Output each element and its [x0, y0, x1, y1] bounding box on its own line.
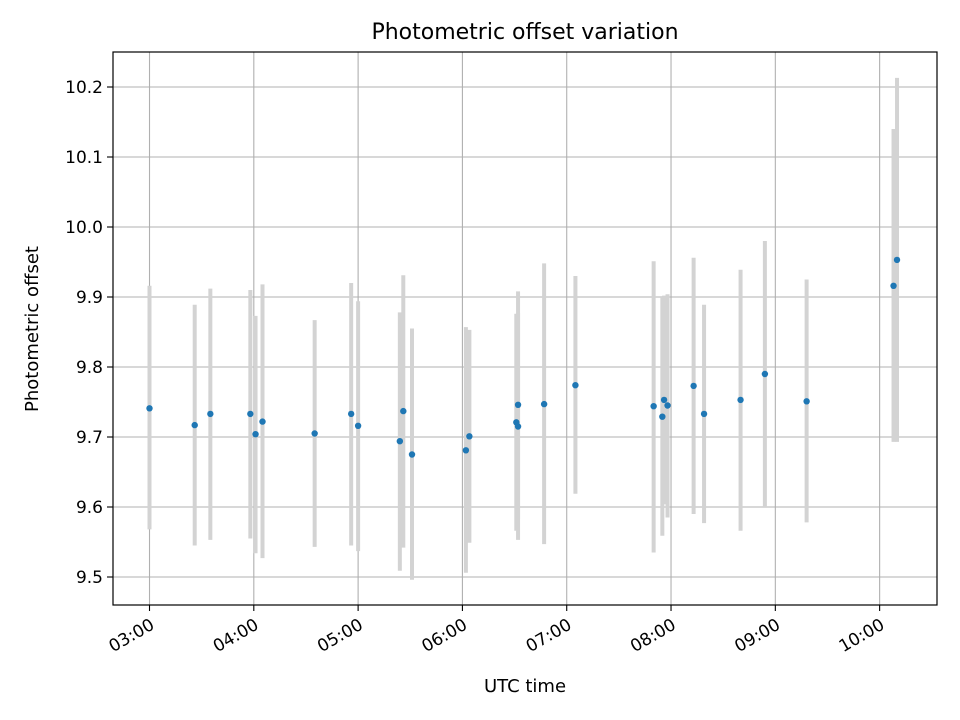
data-point [893, 256, 901, 264]
y-tick-label: 9.7 [76, 428, 103, 448]
data-point [737, 396, 744, 404]
data-point [466, 433, 473, 440]
y-tick-label: 10.2 [65, 78, 103, 98]
data-point [650, 403, 657, 410]
y-tick-label: 9.5 [76, 568, 103, 588]
data-point [311, 430, 318, 437]
data-point [408, 451, 416, 458]
data-point [690, 382, 697, 390]
y-axis-label: Photometric offset [22, 246, 43, 412]
data-point [890, 282, 897, 289]
data-point [259, 418, 266, 425]
data-point [207, 410, 214, 418]
y-tick-label: 10.1 [65, 148, 103, 168]
x-tick-label: 05:00 [314, 615, 366, 657]
x-axis-label: UTC time [484, 676, 566, 697]
data-point [514, 423, 522, 430]
y-tick-label: 9.9 [76, 288, 103, 308]
y-tick-label: 9.8 [76, 358, 103, 378]
x-tick-label: 06:00 [418, 615, 470, 657]
x-tick-label: 03:00 [106, 615, 158, 657]
x-tick-label: 04:00 [210, 615, 262, 657]
data-point [462, 447, 470, 454]
data-point [572, 382, 579, 389]
data-point [146, 405, 153, 412]
data-point [247, 410, 254, 418]
data-point [700, 410, 708, 418]
data-point [761, 370, 769, 378]
errorbar-layer [147, 77, 900, 580]
grid-layer [113, 52, 937, 605]
y-tick-label: 10.0 [65, 218, 103, 238]
data-point [660, 396, 668, 404]
data-point [252, 431, 259, 438]
x-tick-label: 10:00 [836, 615, 888, 657]
x-ticks: 03:00 04:00 05:00 06:00 07:00 08:00 09:00 10:00 [106, 605, 888, 657]
x-tick-label: 07:00 [523, 615, 575, 657]
data-point [664, 402, 671, 409]
data-point [514, 401, 522, 408]
chart-title: Photometric offset variation [371, 20, 678, 45]
data-point [540, 400, 548, 408]
x-tick-label: 08:00 [627, 615, 679, 657]
x-tick-label: 09:00 [731, 615, 783, 657]
data-point [347, 410, 355, 418]
data-point [191, 421, 198, 429]
y-tick-label: 9.6 [76, 498, 103, 518]
data-point [400, 407, 407, 415]
plot-frame [112, 51, 938, 606]
data-point [803, 398, 810, 405]
point-layer [146, 256, 901, 458]
y-ticks: 9.5 9.6 9.7 9.8 9.9 10.0 10.1 10.2 [65, 78, 113, 588]
data-point [396, 438, 404, 445]
data-point [659, 413, 666, 420]
data-point [354, 422, 362, 429]
